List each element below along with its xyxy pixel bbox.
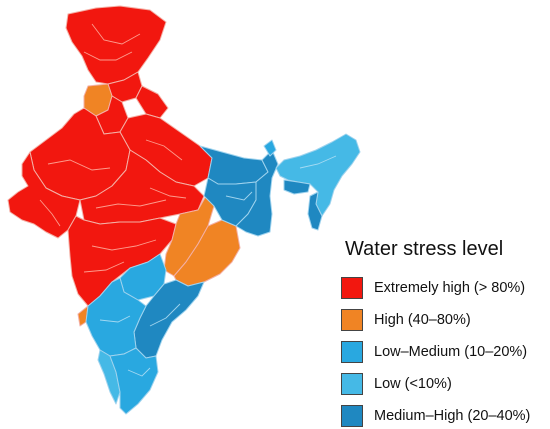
region-tamil-nadu (109, 347, 159, 415)
legend-label: Low (<10%) (374, 376, 452, 392)
legend-item-high: High (40–80%) (341, 308, 471, 332)
region-gujarat (7, 151, 81, 239)
region-karnataka (85, 277, 147, 357)
legend-swatch (341, 309, 363, 331)
region-tripura-mizoram (307, 191, 323, 231)
legend-swatch (341, 405, 363, 427)
region-meghalaya (283, 179, 311, 195)
legend-label: High (40–80%) (374, 312, 471, 328)
legend-label: Medium–High (20–40%) (374, 408, 531, 424)
region-uttarakhand (135, 85, 169, 119)
legend-label: Extremely high (> 80%) (374, 280, 526, 296)
legend-item-medium-high: Medium–High (20–40%) (341, 404, 530, 428)
legend-item-low: Low (<10%) (341, 372, 452, 396)
region-jammu-kashmir (65, 5, 167, 85)
legend-item-extremely-high: Extremely high (> 80%) (341, 276, 525, 300)
legend-swatch (341, 373, 363, 395)
legend-label: Low–Medium (10–20%) (374, 344, 528, 360)
region-bihar (199, 145, 269, 185)
legend-swatch (341, 341, 363, 363)
legend-item-low-medium: Low–Medium (10–20%) (341, 340, 527, 364)
legend-swatch (341, 277, 363, 299)
region-sikkim (263, 139, 277, 157)
region-northeast (275, 133, 361, 217)
legend-title: Water stress level (345, 238, 504, 260)
internal-borders (39, 23, 337, 377)
